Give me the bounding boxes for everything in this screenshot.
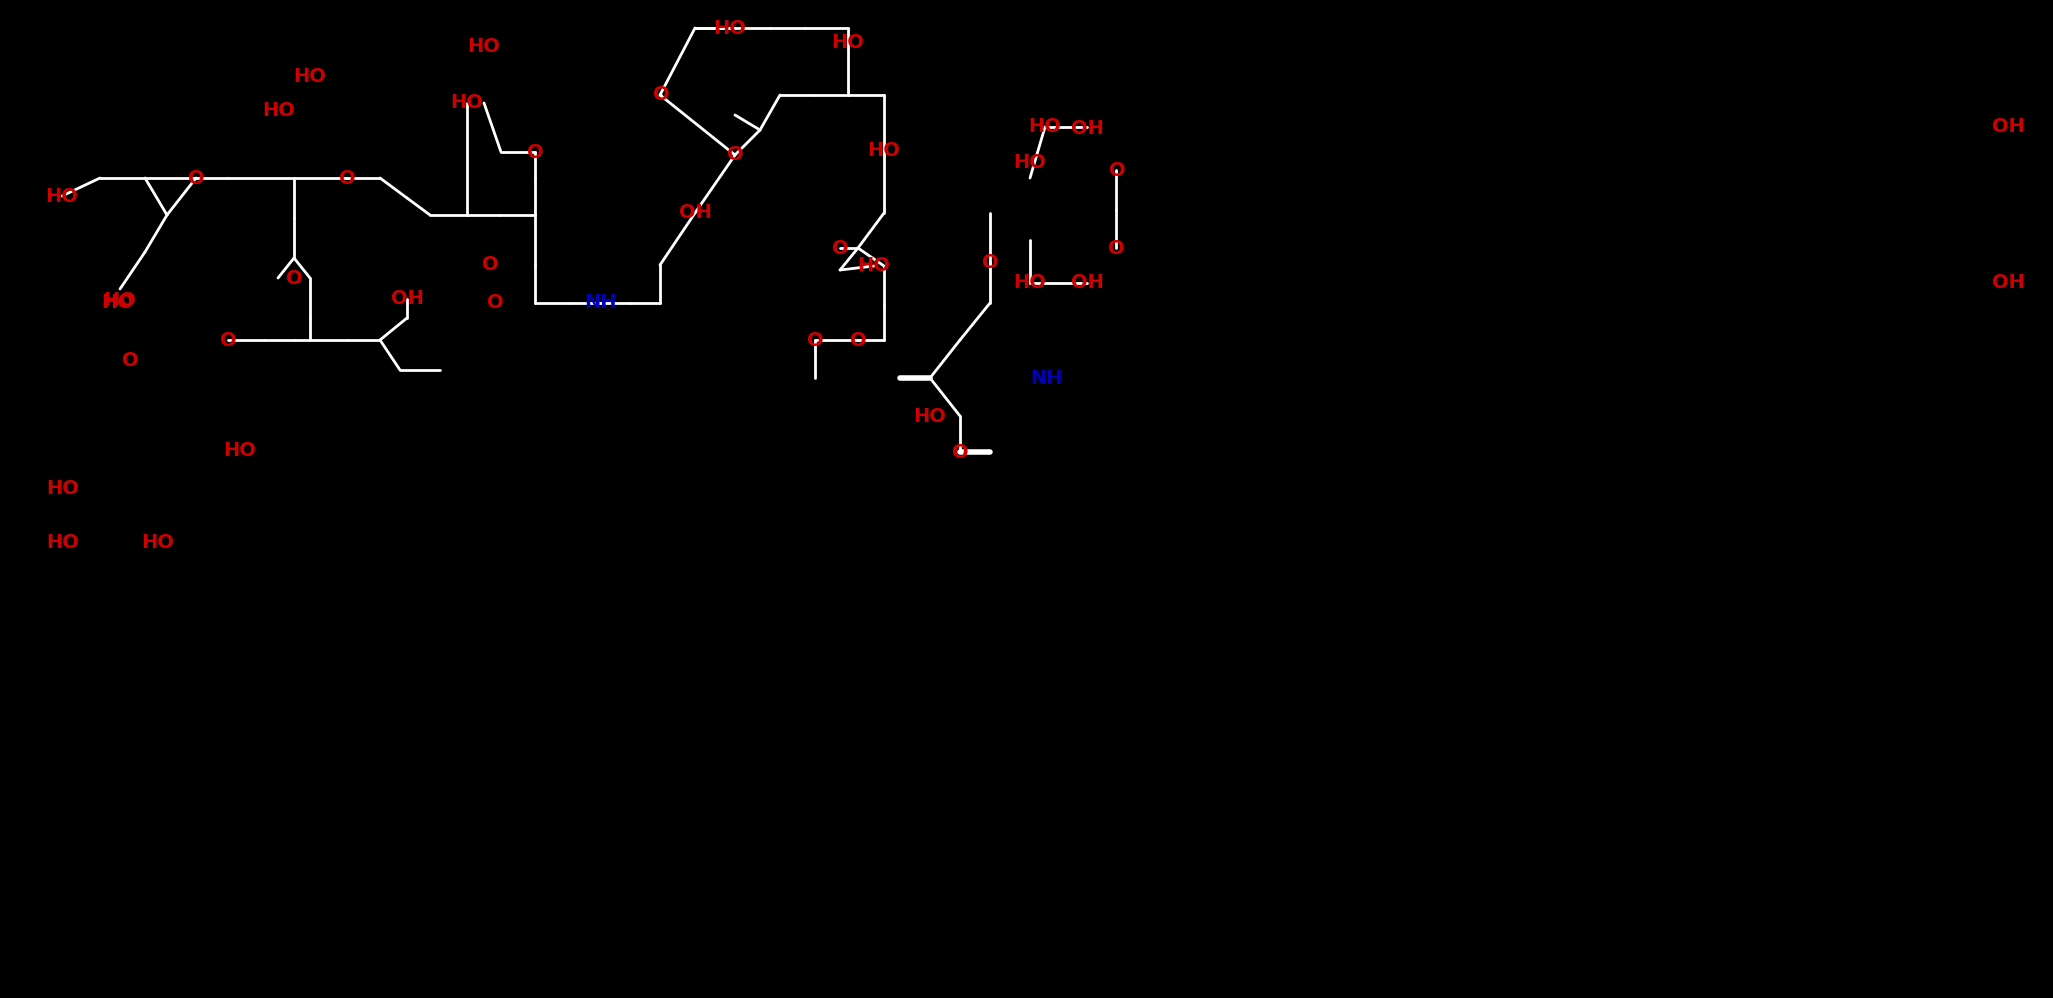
- Text: O: O: [121, 350, 138, 369]
- Text: O: O: [850, 330, 866, 349]
- Text: O: O: [807, 330, 823, 349]
- Text: HO: HO: [468, 37, 501, 56]
- Text: OH: OH: [390, 289, 423, 308]
- Text: HO: HO: [868, 142, 901, 161]
- Text: O: O: [831, 239, 848, 257]
- Text: OH: OH: [1070, 120, 1102, 139]
- Text: HO: HO: [224, 441, 257, 460]
- Text: HO: HO: [831, 33, 864, 52]
- Text: HO: HO: [1014, 154, 1047, 173]
- Text: O: O: [187, 169, 205, 188]
- Text: HO: HO: [263, 101, 296, 120]
- Text: HO: HO: [101, 293, 133, 312]
- Text: HO: HO: [294, 67, 326, 86]
- Text: HO: HO: [714, 19, 747, 38]
- Text: O: O: [220, 330, 236, 349]
- Text: HO: HO: [47, 478, 80, 497]
- Text: HO: HO: [1014, 273, 1047, 292]
- Text: O: O: [1109, 239, 1125, 257]
- Text: O: O: [339, 169, 355, 188]
- Text: HO: HO: [47, 534, 80, 553]
- Text: HO: HO: [858, 256, 891, 275]
- Text: OH: OH: [680, 204, 712, 223]
- Text: HO: HO: [103, 290, 135, 309]
- Text: HO: HO: [914, 406, 946, 425]
- Text: O: O: [482, 255, 499, 274]
- Text: O: O: [653, 86, 669, 105]
- Text: O: O: [487, 293, 503, 312]
- Text: O: O: [727, 146, 743, 165]
- Text: HO: HO: [1029, 118, 1061, 137]
- Text: O: O: [1109, 161, 1125, 180]
- Text: O: O: [981, 253, 998, 272]
- Text: O: O: [953, 442, 969, 461]
- Text: HO: HO: [45, 187, 78, 206]
- Text: OH: OH: [1991, 272, 2024, 291]
- Text: NH: NH: [583, 293, 616, 312]
- Text: OH: OH: [1991, 118, 2024, 137]
- Text: O: O: [285, 268, 302, 287]
- Text: NH: NH: [1031, 368, 1061, 387]
- Text: O: O: [528, 143, 544, 162]
- Text: OH: OH: [1070, 272, 1102, 291]
- Text: HO: HO: [450, 94, 482, 113]
- Text: HO: HO: [142, 534, 175, 553]
